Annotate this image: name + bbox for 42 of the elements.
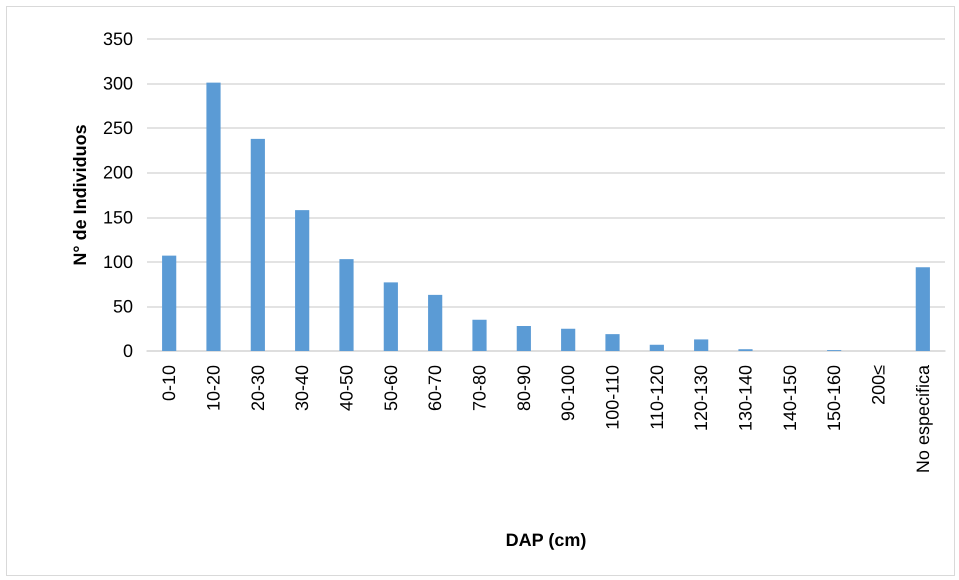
x-tick-label: 30-40: [292, 365, 312, 412]
bar: [694, 339, 708, 351]
x-tick-label: 60-70: [425, 365, 446, 412]
bar: [428, 294, 442, 351]
bar: [339, 259, 354, 351]
x-tick-label: 130-140: [736, 365, 756, 432]
y-tick-label: 50: [112, 296, 133, 316]
x-tick-label: 110-120: [646, 365, 667, 430]
bar: [206, 82, 221, 351]
x-tick-label: 10-20: [204, 365, 224, 412]
bar: [162, 256, 176, 351]
bar: [650, 344, 664, 351]
x-tick-label: 20-30: [248, 365, 268, 412]
x-tick-label: 150-160: [824, 365, 844, 432]
bar: [561, 328, 576, 351]
x-tick-label: 50-60: [380, 365, 401, 412]
bar: [605, 334, 620, 351]
y-tick-label: 150: [102, 207, 133, 228]
x-tick-label: 200≤: [868, 364, 888, 405]
y-tick-label: 200: [102, 162, 133, 183]
x-tick-label: 40-50: [336, 365, 356, 412]
x-tick-label: 0-10: [159, 365, 180, 402]
y-tick-label: 100: [102, 252, 133, 272]
y-tick-label: 0: [122, 341, 133, 361]
bar: [384, 282, 398, 351]
y-tick-label: 300: [102, 74, 133, 94]
bar: [472, 320, 487, 351]
x-tick-label: 140-150: [780, 365, 800, 432]
x-tick-label: 80-90: [514, 365, 534, 412]
bar: [295, 210, 310, 351]
x-tick-label: 120-130: [691, 365, 712, 432]
y-tick-label: 250: [102, 118, 133, 138]
x-tick-label: 70-80: [470, 365, 490, 412]
x-tick-label: 90-100: [558, 365, 578, 422]
y-axis-title: N° de Individuos: [70, 124, 90, 266]
x-axis-title: DAP (cm): [506, 530, 586, 550]
bar: [516, 326, 531, 351]
bar: [250, 138, 265, 351]
y-tick-label: 350: [102, 29, 133, 49]
x-tick-label: 100-110: [602, 365, 622, 430]
bar: [916, 267, 930, 351]
x-tick-label: No especifica: [912, 364, 933, 474]
